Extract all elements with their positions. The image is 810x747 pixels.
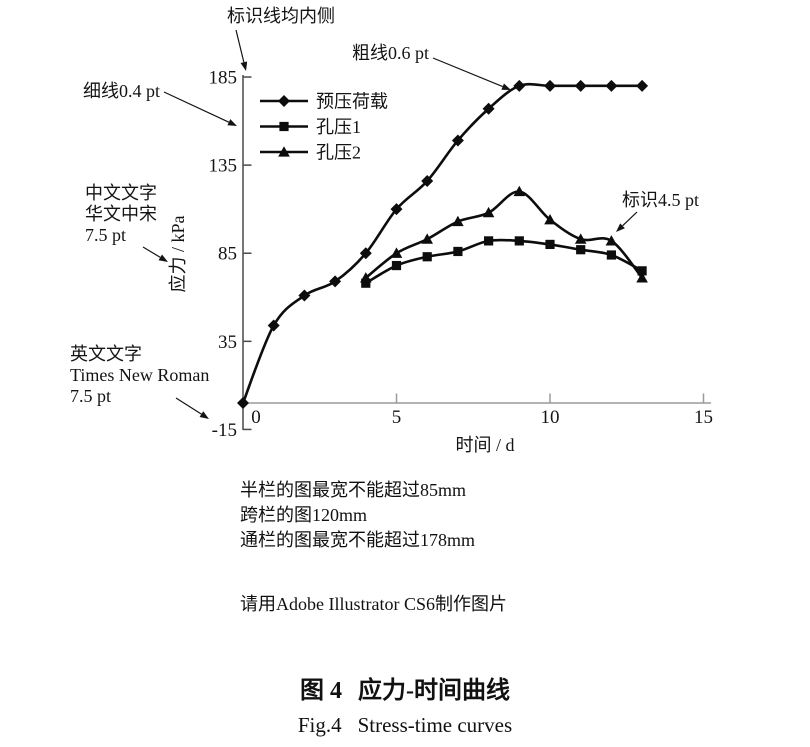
annotation-arrow-tick_note — [235, 29, 245, 63]
annotation-en_font: 英文文字 — [70, 344, 142, 364]
marker-triangle — [636, 272, 648, 283]
legend-marker-square — [279, 121, 289, 132]
annotation-arrow-cn_font — [142, 246, 161, 258]
marker-triangle — [421, 233, 433, 244]
marker-triangle — [574, 233, 587, 244]
width-rule-line: 跨栏的图120mm — [240, 505, 368, 525]
x-tick-label: 0 — [251, 407, 261, 428]
width-rule-line: 通栏的图最宽不能超过178mm — [240, 530, 476, 550]
x-tick-label: 10 — [541, 407, 560, 428]
annotation-tick_note: 标识线均内侧 — [227, 6, 335, 26]
y-axis-title: 应力 / kPa — [168, 215, 188, 292]
marker-triangle — [390, 247, 403, 258]
marker-square — [576, 245, 586, 255]
marker-square — [637, 266, 647, 276]
marker-diamond — [544, 79, 556, 92]
caption-cn: 图 4 应力-时间曲线 — [10, 670, 800, 705]
marker-diamond — [451, 134, 464, 147]
x-axis-title: 时间 / d — [455, 435, 514, 455]
marker-diamond — [298, 289, 311, 302]
marker-diamond — [513, 79, 526, 92]
annotation-arrow-en_font — [175, 397, 202, 415]
marker-triangle — [544, 213, 556, 225]
marker-square — [514, 236, 524, 246]
annotation-en_font: 7.5 pt — [70, 386, 111, 406]
y-tick-label: 135 — [209, 156, 238, 177]
annotation-arrow-tick_note-head — [240, 61, 248, 71]
annotation-arrow-label_size — [622, 211, 638, 227]
marker-diamond — [482, 102, 495, 115]
marker-square — [453, 246, 463, 257]
marker-diamond — [267, 319, 280, 332]
marker-triangle — [452, 215, 464, 227]
marker-square — [484, 236, 494, 246]
marker-triangle — [513, 185, 526, 197]
marker-square — [606, 250, 616, 260]
annotation-label_size: 标识4.5 pt — [622, 190, 699, 210]
annotation-thick_line: 粗线0.6 pt — [352, 43, 429, 63]
y-tick-label: 35 — [218, 332, 237, 353]
legend-label: 预压荷载 — [316, 92, 388, 112]
annotation-arrow-cn_font-head — [158, 254, 168, 262]
y-tick-label: -15 — [212, 420, 237, 441]
marker-diamond — [421, 174, 434, 187]
tool-note: 请用Adobe Illustrator CS6制作图片 — [240, 594, 507, 614]
curve-triangle — [364, 190, 644, 279]
marker-diamond — [359, 247, 372, 260]
marker-triangle — [605, 235, 618, 246]
width-rule-line: 半栏的图最宽不能超过85mm — [240, 480, 467, 500]
figure-width-rules: 半栏的图最宽不能超过85mm 跨栏的图120mm 通栏的图最宽不能超过178mm — [240, 478, 475, 553]
marker-square — [361, 278, 371, 288]
marker-square — [391, 260, 402, 271]
marker-square — [422, 252, 432, 262]
legend-marker-diamond — [278, 95, 290, 107]
marker-triangle — [360, 272, 372, 283]
caption-en-label: Fig.4 — [297, 713, 342, 737]
annotation-arrow-thin_line-head — [227, 119, 237, 126]
marker-triangle — [482, 206, 495, 218]
y-tick-label: 85 — [218, 244, 237, 265]
marker-diamond — [605, 79, 618, 92]
stress-time-chart: 185 135 85 35 -15 0 5 10 15 应力 / kPa 时间 / d 预压荷载孔压1… — [70, 6, 713, 455]
caption-cn-title: 应力-时间曲线 — [358, 678, 510, 704]
caption-en-title: Stress-time curves — [357, 713, 513, 737]
marker-square — [545, 239, 555, 250]
annotation-arrow-label_size-head — [616, 223, 625, 232]
annotation-cn_font: 中文文字 — [85, 183, 157, 203]
legend-marker-triangle — [278, 146, 290, 157]
caption-cn-label: 图 4 — [300, 678, 342, 704]
marker-diamond — [390, 203, 403, 216]
annotation-thin_line: 细线0.4 pt — [83, 81, 160, 101]
annotation-arrow-en_font-head — [199, 411, 209, 419]
annotation-cn_font: 7.5 pt — [85, 225, 126, 245]
annotation-cn_font: 华文中宋 — [85, 204, 157, 224]
annotation-arrow-thin_line — [163, 91, 230, 123]
marker-diamond — [329, 275, 342, 288]
annotation-en_font: Times New Roman — [70, 365, 209, 385]
y-tick-label: 185 — [209, 68, 238, 89]
marker-diamond — [574, 79, 587, 92]
legend-label: 孔压2 — [316, 143, 361, 163]
marker-diamond — [636, 79, 649, 92]
x-tick-label: 15 — [694, 407, 713, 428]
legend-label: 孔压1 — [316, 117, 361, 137]
annotation-arrow-thick_line-head — [501, 83, 511, 90]
curve-square — [365, 238, 643, 285]
annotation-arrow-thick_line — [432, 57, 503, 88]
caption-en: Fig.4 Stress-time curves — [10, 713, 800, 738]
x-tick-label: 5 — [392, 407, 402, 428]
marker-diamond — [237, 397, 249, 409]
